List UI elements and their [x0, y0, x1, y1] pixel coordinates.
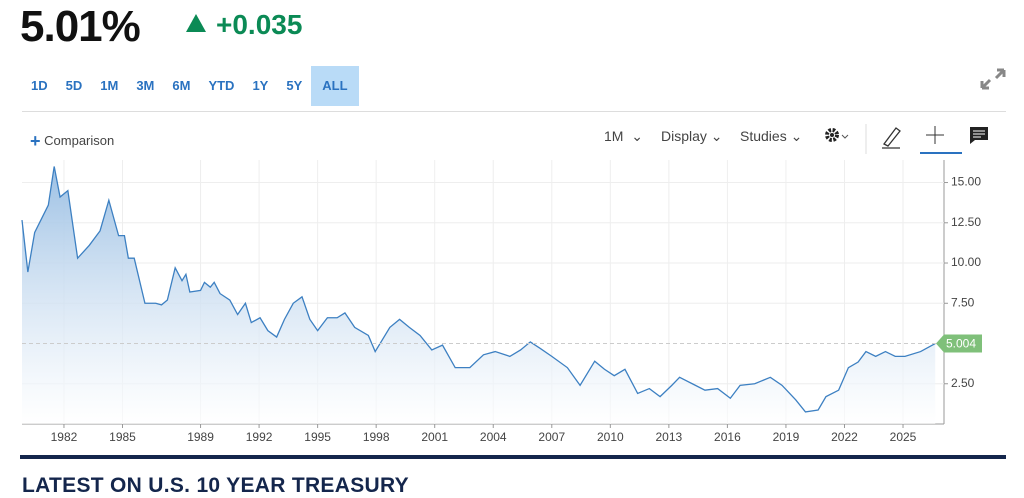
tool-icons: [825, 124, 988, 154]
range-button[interactable]: 1M: [100, 78, 119, 93]
range-button[interactable]: ALL: [311, 66, 359, 106]
line: [21, 166, 936, 413]
x-tick-label: 1989: [187, 430, 214, 444]
interval-button[interactable]: 1M ⌄: [604, 128, 643, 144]
comparison-label: Comparison: [44, 133, 115, 148]
x-tick-label: 2001: [421, 430, 448, 444]
up-arrow: [186, 14, 206, 32]
y-tick-label: 10.00: [951, 255, 981, 269]
range-button[interactable]: YTD: [208, 78, 235, 93]
range-button[interactable]: 1Y: [252, 78, 269, 93]
range-button[interactable]: 6M: [172, 78, 191, 93]
crosshair-icon[interactable]: [920, 126, 962, 154]
x-tick-label: 2022: [831, 430, 858, 444]
x-tick-label: 2016: [714, 430, 741, 444]
y-tick-label: 12.50: [951, 215, 981, 229]
display-label: Display: [661, 128, 707, 144]
display-button[interactable]: Display ⌄: [661, 128, 723, 144]
x-tick-label: 1985: [109, 430, 136, 444]
y-tick-label: 2.50: [951, 376, 975, 390]
x-tick-label: 2019: [773, 430, 800, 444]
x-tick-label: 1995: [304, 430, 331, 444]
section-title: LATEST ON U.S. 10 YEAR TREASURY: [22, 474, 409, 497]
comparison-button[interactable]: + Comparison: [30, 131, 114, 152]
section-rule: [20, 455, 1006, 459]
interval-label: 1M: [604, 128, 624, 144]
area-fill: [22, 166, 936, 424]
range-button[interactable]: 5D: [65, 78, 83, 93]
comment-icon[interactable]: [970, 127, 988, 144]
range-button[interactable]: 1D: [31, 78, 48, 93]
x-tick-label: 2010: [597, 430, 624, 444]
studies-button[interactable]: Studies ⌄: [740, 128, 803, 144]
plus-icon: +: [30, 131, 41, 151]
range-buttons: 1D 5D 1M 3M 6M YTD 1Y 5Y ALL: [22, 66, 359, 106]
x-tick-label: 2013: [656, 430, 683, 444]
separator: [22, 111, 1006, 112]
studies-label: Studies: [740, 128, 787, 144]
quote-change: +0.035: [216, 9, 303, 40]
range-button[interactable]: 5Y: [286, 78, 303, 93]
y-tick-label: 7.50: [951, 295, 975, 309]
settings-icon[interactable]: [825, 128, 849, 142]
x-tick-label: 2007: [538, 430, 565, 444]
x-tick-label: 2025: [890, 430, 917, 444]
draw-icon[interactable]: [882, 127, 901, 149]
chart: 2.50 7.50 10.00 12.50 15.00 1982 1985 1989 1992 1…: [21, 160, 982, 444]
y-tick-label: 15.00: [951, 175, 981, 189]
last-value-box: [936, 334, 982, 353]
x-tick-label: 1992: [246, 430, 273, 444]
x-tick-label: 2004: [480, 430, 507, 444]
quote-price: 5.01%: [20, 2, 141, 51]
range-button[interactable]: 3M: [136, 78, 155, 93]
x-tick-label: 1982: [51, 430, 78, 444]
expand-icon[interactable]: [978, 66, 1008, 92]
x-tick-label: 1998: [363, 430, 390, 444]
last-value-label: 5.004: [946, 337, 976, 351]
